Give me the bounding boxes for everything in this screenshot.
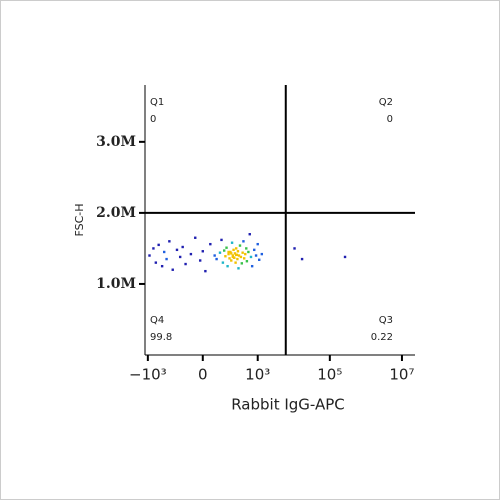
event-dot — [168, 240, 171, 243]
event-dot — [343, 255, 347, 259]
event-dot — [241, 251, 244, 254]
event-dot — [221, 261, 225, 264]
event-dot — [242, 257, 246, 260]
event-dot — [229, 250, 232, 254]
event-dot — [238, 244, 242, 247]
event-dot — [237, 267, 240, 270]
event-dot — [226, 264, 229, 268]
x-tick-label: 10⁷ — [389, 366, 414, 384]
event-dot — [218, 251, 222, 254]
event-dot — [194, 236, 197, 239]
event-dot — [220, 238, 223, 242]
event-dot — [242, 240, 245, 243]
event-dot — [171, 268, 174, 271]
event-dot — [154, 261, 158, 264]
event-dot — [165, 257, 168, 261]
event-dot — [237, 254, 241, 257]
x-tick-label: 10³ — [245, 366, 270, 384]
event-dot — [227, 250, 230, 254]
event-dot — [248, 233, 251, 236]
event-dot — [253, 248, 256, 252]
event-dot — [233, 252, 237, 255]
event-dot — [228, 257, 231, 260]
event-dot — [222, 249, 226, 252]
quadrant-value: 99.8 — [150, 332, 172, 343]
event-dot — [209, 242, 212, 246]
event-dot — [258, 258, 261, 261]
y-tick-label: 2.0M — [96, 205, 136, 221]
x-tick-label: −10³ — [129, 366, 167, 384]
quadrant-value: 0 — [150, 114, 156, 125]
event-dot — [201, 250, 204, 253]
event-dot — [178, 255, 182, 259]
event-dot — [231, 255, 235, 259]
event-dot — [250, 264, 254, 268]
event-dot — [233, 256, 236, 259]
event-dot — [224, 255, 227, 258]
event-dot — [236, 250, 240, 253]
y-tick-label: 1.0M — [96, 276, 136, 292]
event-dot — [230, 259, 233, 262]
x-tick-label: 10⁵ — [317, 366, 342, 384]
event-dot — [247, 250, 250, 254]
event-dot — [152, 247, 155, 250]
event-dot — [245, 260, 249, 263]
event-dot — [244, 252, 247, 256]
event-dot — [240, 262, 244, 265]
event-dot — [249, 255, 253, 259]
event-dot — [227, 252, 230, 256]
y-axis-label: FSC-H — [73, 203, 86, 236]
event-dot — [231, 254, 235, 257]
event-dot — [213, 254, 216, 257]
event-dot — [148, 254, 151, 257]
quadrant-name: Q2 — [379, 97, 393, 108]
event-dot — [157, 243, 160, 247]
event-dot — [181, 245, 184, 249]
x-tick-label: 0 — [198, 366, 208, 384]
event-dot — [239, 255, 243, 259]
quadrant-name: Q1 — [150, 97, 164, 108]
quadrant-value: 0.22 — [371, 332, 393, 343]
event-dot — [232, 248, 235, 252]
event-dot — [260, 252, 264, 256]
event-dot — [234, 261, 237, 264]
event-dot — [225, 246, 228, 249]
event-dot — [204, 269, 207, 273]
event-dot — [230, 241, 234, 244]
event-dot — [235, 253, 238, 257]
event-dot — [300, 257, 304, 261]
event-dot — [236, 257, 239, 261]
event-dot — [235, 247, 238, 250]
quadrant-name: Q3 — [379, 315, 393, 326]
event-dot — [160, 264, 164, 268]
event-dot — [293, 247, 296, 250]
event-dot — [162, 250, 166, 254]
quadrant-name: Q4 — [150, 315, 164, 326]
event-dot — [245, 247, 248, 250]
y-tick-label: 3.0M — [96, 134, 136, 150]
event-dot — [184, 262, 187, 266]
event-dot — [189, 252, 193, 256]
x-axis-label: Rabbit IgG-APC — [231, 396, 345, 414]
event-dot — [215, 257, 218, 261]
event-dot — [256, 242, 259, 246]
event-dot — [254, 254, 258, 257]
quadrant-value: 0 — [387, 114, 393, 125]
event-dot — [198, 259, 202, 262]
event-dot — [175, 248, 179, 252]
event-dot — [230, 252, 233, 255]
